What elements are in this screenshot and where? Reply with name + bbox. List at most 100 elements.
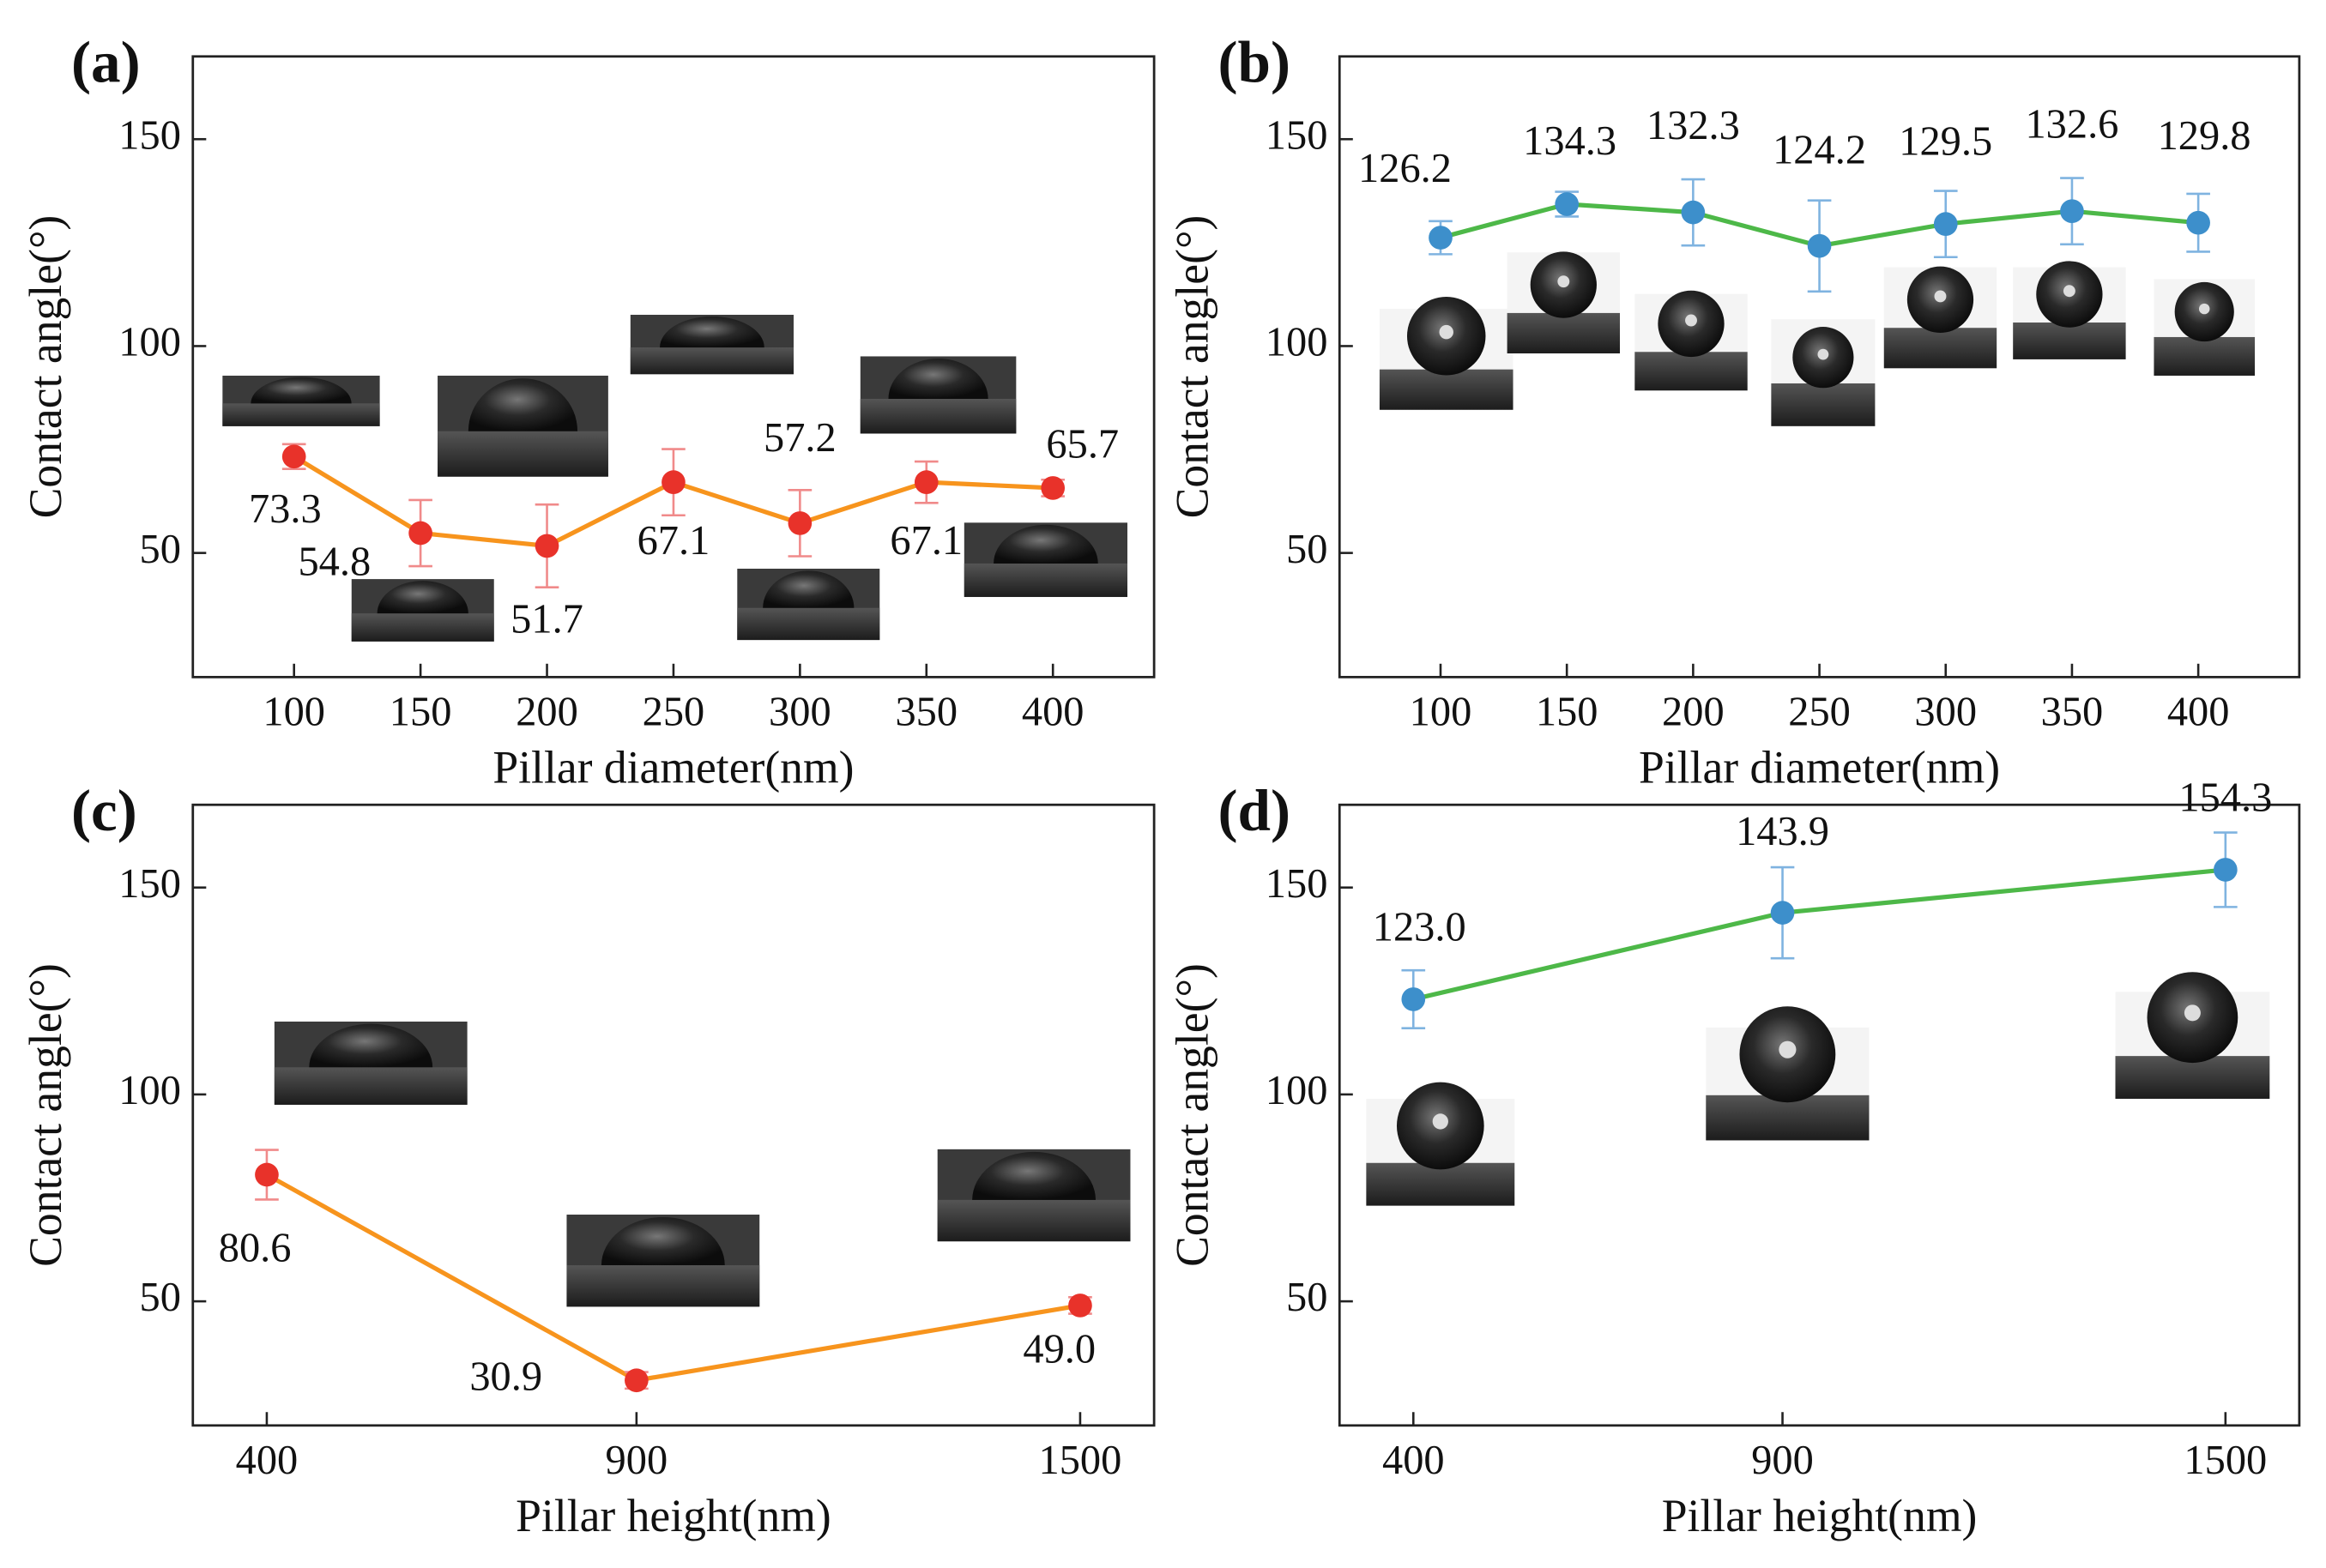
highlight	[2184, 1004, 2201, 1022]
y-axis-label: Contact angle(°)	[20, 215, 71, 519]
x-axis-label: Pillar diameter(nm)	[492, 741, 854, 793]
y-tick-label: 150	[1266, 861, 1328, 907]
x-tick-label: 100	[1410, 689, 1472, 734]
data-point	[788, 511, 813, 535]
highlight	[1934, 290, 1947, 303]
highlight	[1439, 324, 1453, 340]
x-tick-label: 900	[1751, 1438, 1814, 1483]
highlight	[1432, 1113, 1448, 1130]
highlight	[2199, 303, 2210, 315]
y-axis-label: Contact angle(°)	[20, 963, 71, 1267]
data-point	[1068, 1294, 1092, 1318]
data-label: 49.0	[1023, 1326, 1096, 1372]
data-label: 67.1	[890, 518, 963, 564]
substrate	[1771, 383, 1876, 426]
data-point	[2060, 199, 2084, 224]
x-tick-label: 300	[769, 689, 831, 734]
droplet-image	[2013, 261, 2126, 359]
x-tick-label: 250	[1788, 689, 1851, 734]
y-tick-label: 100	[118, 1068, 181, 1113]
data-label: 143.9	[1736, 809, 1829, 854]
data-point	[408, 521, 432, 546]
y-tick-label: 100	[1266, 320, 1328, 365]
x-tick-label: 1500	[1039, 1438, 1122, 1483]
data-point	[255, 1162, 279, 1187]
droplet-image	[1366, 1082, 1515, 1206]
x-tick-label: 150	[1536, 689, 1598, 734]
highlight	[2063, 285, 2075, 298]
x-axis-label: Pillar diameter(nm)	[1639, 741, 2000, 793]
substrate	[1507, 312, 1621, 353]
substrate	[2115, 1056, 2270, 1099]
droplet-image	[630, 314, 794, 375]
data-label: 73.3	[249, 486, 322, 532]
x-tick-label: 1500	[2184, 1438, 2267, 1483]
substrate	[860, 398, 1017, 434]
y-tick-label: 150	[118, 112, 181, 158]
data-label: 124.2	[1773, 127, 1866, 172]
plot-frame	[1338, 803, 2301, 1427]
substrate	[274, 1067, 468, 1105]
droplet-image	[737, 568, 880, 641]
droplet-image	[566, 1215, 760, 1307]
data-point	[281, 444, 306, 469]
substrate	[1366, 1162, 1515, 1206]
droplet-image	[860, 356, 1017, 434]
x-tick-label: 900	[606, 1438, 668, 1483]
y-axis-label: Contact angle(°)	[1167, 215, 1218, 519]
droplet-image	[964, 522, 1128, 597]
y-tick-label: 100	[1266, 1068, 1328, 1113]
substrate	[630, 347, 794, 375]
data-point	[1807, 233, 1832, 258]
y-tick-label: 50	[140, 1275, 181, 1320]
y-tick-label: 50	[1286, 1275, 1327, 1320]
x-tick-label: 400	[1022, 689, 1084, 734]
data-label: 30.9	[469, 1354, 542, 1399]
droplet-image	[1771, 319, 1876, 426]
substrate	[937, 1199, 1131, 1242]
substrate	[566, 1265, 760, 1307]
x-tick-label: 150	[390, 689, 452, 734]
droplet-image	[1379, 296, 1513, 410]
x-tick-label: 350	[2041, 689, 2104, 734]
x-axis-label: Pillar height(nm)	[1662, 1490, 1978, 1541]
droplet-image	[1706, 1006, 1870, 1141]
substrate	[1883, 328, 1997, 369]
droplet	[763, 570, 855, 608]
substrate	[1634, 352, 1748, 391]
droplet	[377, 581, 468, 614]
x-tick-label: 400	[2167, 689, 2230, 734]
data-point	[2186, 210, 2210, 235]
data-label: 129.8	[2158, 113, 2251, 159]
data-label: 123.0	[1373, 904, 1466, 950]
x-tick-label: 300	[1914, 689, 1977, 734]
y-axis-label: Contact angle(°)	[1167, 963, 1218, 1267]
droplet	[888, 358, 988, 399]
data-point	[535, 534, 559, 558]
droplet-image	[1883, 266, 1997, 369]
data-label: 132.3	[1646, 103, 1740, 148]
plot-frame	[191, 803, 1156, 1427]
data-label: 126.2	[1358, 146, 1452, 191]
data-point	[662, 470, 686, 495]
data-label: 132.6	[2025, 101, 2118, 147]
droplet-image	[2115, 972, 2270, 1099]
y-tick-label: 100	[118, 320, 181, 365]
droplet	[468, 378, 578, 431]
substrate	[438, 431, 608, 477]
substrate	[351, 613, 494, 642]
data-line	[1412, 867, 2226, 1002]
x-tick-label: 200	[516, 689, 578, 734]
y-tick-label: 50	[140, 527, 181, 572]
droplet	[994, 524, 1098, 564]
x-tick-label: 400	[236, 1438, 299, 1483]
droplet-image	[1507, 251, 1621, 353]
data-label: 65.7	[1046, 421, 1119, 467]
droplet	[660, 316, 764, 348]
data-point	[1401, 987, 1426, 1011]
highlight	[1557, 275, 1570, 288]
data-point	[2213, 858, 2238, 882]
x-tick-label: 200	[1662, 689, 1725, 734]
data-point	[625, 1368, 649, 1393]
data-label: 134.3	[1523, 118, 1616, 164]
